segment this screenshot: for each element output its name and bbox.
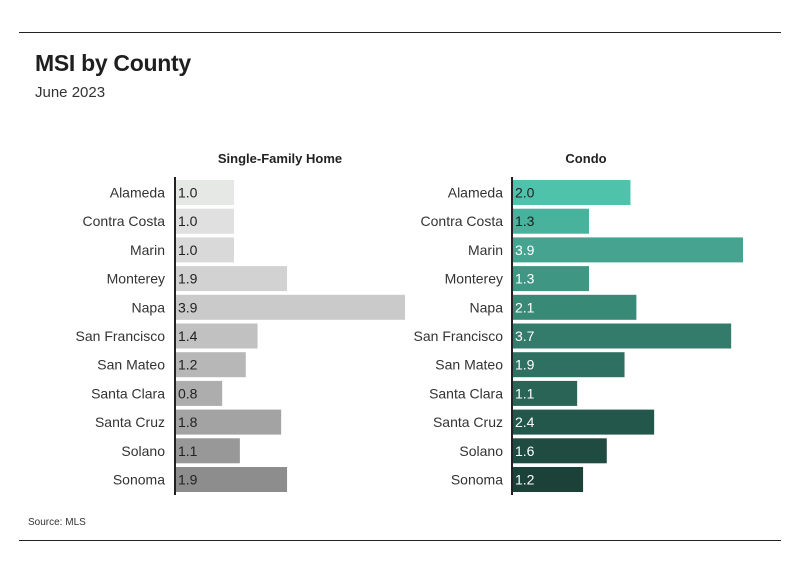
single-family-bar-san-mateo <box>175 352 246 378</box>
single-family-value-label-sonoma: 1.9 <box>178 472 198 488</box>
condo-value-label-monterey: 1.3 <box>515 271 535 287</box>
single-family-category-label-contra-costa: Contra Costa <box>83 213 166 229</box>
single-family-value-label-santa-cruz: 1.8 <box>178 414 198 430</box>
condo-bar-santa-clara <box>512 380 578 406</box>
condo-value-label-san-mateo: 1.9 <box>515 357 535 373</box>
condo-bar-santa-cruz <box>512 409 655 435</box>
condo-bar-alameda <box>512 180 631 205</box>
condo-panel-title: Condo <box>565 151 606 166</box>
single-family-category-label-san-francisco: San Francisco <box>76 328 166 344</box>
single-family-bar-contra-costa <box>175 208 234 234</box>
single-family-bar-monterey <box>175 266 288 292</box>
condo-category-label-alameda: Alameda <box>448 185 503 201</box>
condo-category-label-san-mateo: San Mateo <box>435 357 503 373</box>
chart-title: MSI by County <box>35 50 191 76</box>
source-note: Source: MLS <box>28 517 86 528</box>
condo-category-label-solano: Solano <box>459 443 503 459</box>
chart-subtitle: June 2023 <box>35 84 106 101</box>
single-family-value-label-marin: 1.0 <box>178 242 198 258</box>
single-family-value-label-alameda: 1.0 <box>178 185 198 201</box>
single-family-value-label-napa: 3.9 <box>178 299 198 315</box>
single-family-value-label-san-francisco: 1.4 <box>178 328 198 344</box>
condo-category-label-marin: Marin <box>468 242 503 258</box>
single-family-bar-san-francisco <box>175 323 258 349</box>
condo-category-label-santa-cruz: Santa Cruz <box>433 414 503 430</box>
single-family-value-label-san-mateo: 1.2 <box>178 357 198 373</box>
condo-value-label-santa-clara: 1.1 <box>515 385 535 401</box>
condo-category-label-sonoma: Sonoma <box>451 472 503 488</box>
single-family-bar-alameda <box>175 180 234 205</box>
single-family-category-label-napa: Napa <box>132 299 166 315</box>
single-family-value-label-santa-clara: 0.8 <box>178 385 198 401</box>
single-family-panel-title: Single-Family Home <box>218 151 342 166</box>
single-family-category-label-santa-clara: Santa Clara <box>91 385 165 401</box>
condo-bar-san-mateo <box>512 352 625 378</box>
single-family-category-label-monterey: Monterey <box>107 271 165 287</box>
condo-bar-sonoma <box>512 467 584 492</box>
single-family-category-label-sonoma: Sonoma <box>113 472 165 488</box>
condo-bar-napa <box>512 294 637 320</box>
single-family-bar-napa <box>175 294 405 320</box>
condo-value-label-santa-cruz: 2.4 <box>515 414 535 430</box>
top-rule <box>19 32 781 33</box>
condo-category-label-monterey: Monterey <box>445 271 503 287</box>
single-family-value-label-monterey: 1.9 <box>178 271 198 287</box>
single-family-bar-marin <box>175 237 234 263</box>
condo-value-label-marin: 3.9 <box>515 242 535 258</box>
single-family-bar-santa-clara <box>175 380 223 406</box>
single-family-category-label-alameda: Alameda <box>110 185 165 201</box>
condo-value-label-solano: 1.6 <box>515 443 535 459</box>
condo-value-label-sonoma: 1.2 <box>515 472 535 488</box>
single-family-bar-solano <box>175 438 240 464</box>
condo-value-label-alameda: 2.0 <box>515 185 535 201</box>
single-family-category-label-san-mateo: San Mateo <box>97 357 165 373</box>
single-family-value-label-contra-costa: 1.0 <box>178 213 198 229</box>
single-family-category-label-santa-cruz: Santa Cruz <box>95 414 165 430</box>
condo-bar-contra-costa <box>512 208 589 234</box>
condo-value-label-napa: 2.1 <box>515 299 535 315</box>
condo-bar-marin <box>512 237 743 263</box>
single-family-category-label-solano: Solano <box>121 443 165 459</box>
condo-category-label-napa: Napa <box>470 299 504 315</box>
condo-bar-solano <box>512 438 607 464</box>
condo-category-label-contra-costa: Contra Costa <box>421 213 504 229</box>
single-family-bar-sonoma <box>175 467 288 492</box>
condo-category-label-san-francisco: San Francisco <box>414 328 504 344</box>
condo-value-label-san-francisco: 3.7 <box>515 328 535 344</box>
bottom-rule <box>19 540 781 541</box>
condo-value-label-contra-costa: 1.3 <box>515 213 535 229</box>
single-family-category-label-marin: Marin <box>130 242 165 258</box>
single-family-value-label-solano: 1.1 <box>178 443 198 459</box>
condo-bar-monterey <box>512 266 589 292</box>
single-family-bar-santa-cruz <box>175 409 282 435</box>
condo-category-label-santa-clara: Santa Clara <box>429 385 503 401</box>
condo-bar-san-francisco <box>512 323 732 349</box>
